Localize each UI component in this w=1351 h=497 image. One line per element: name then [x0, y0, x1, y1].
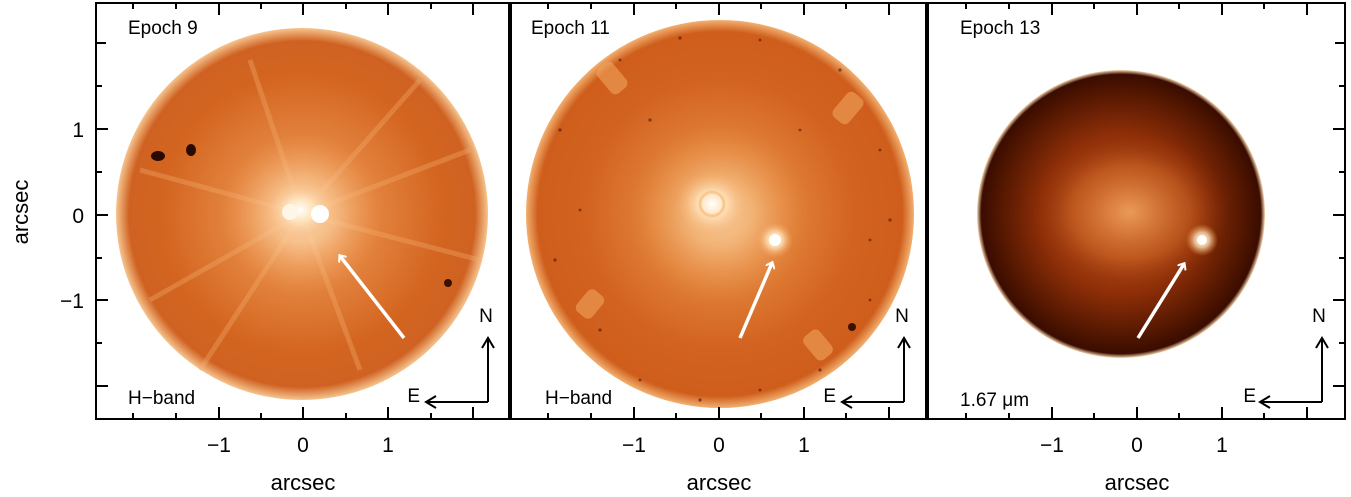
- panel-epoch-13: N E Epoch 13 1.67 μm −1 0 1 arcsec: [927, 2, 1346, 495]
- companion-arrow: [738, 263, 772, 339]
- panel-epoch-11: N E Epoch 11 H−band −1 0 1 arcsec: [510, 2, 927, 495]
- compass: [1258, 336, 1329, 409]
- companion-arrow: [340, 256, 406, 340]
- panel-title: Epoch 9: [128, 18, 198, 39]
- filter-label: 1.67 μm: [960, 390, 1029, 411]
- x-axis-label: arcsec: [1105, 470, 1170, 495]
- x-tick-label: −1: [622, 434, 646, 457]
- compass: [424, 336, 495, 409]
- x-tick-label: −1: [207, 434, 231, 457]
- y-axis-label: arcsec: [8, 180, 33, 245]
- panel-epoch-9: N E Epoch 9 H−band 1 0 −1 −1 0: [60, 2, 510, 495]
- y-tick-label: −1: [60, 290, 84, 313]
- x-tick-label: 0: [713, 434, 725, 457]
- x-tick-label: 0: [1131, 434, 1143, 457]
- compass-north: N: [895, 306, 909, 327]
- filter-label: H−band: [545, 388, 612, 409]
- primary-star: [674, 170, 750, 238]
- panel-title: Epoch 13: [960, 18, 1040, 39]
- panel-title: Epoch 11: [531, 18, 610, 39]
- y-tick-label: 0: [72, 205, 84, 228]
- primary-star: [262, 178, 338, 242]
- filter-label: H−band: [128, 388, 195, 409]
- x-tick-label: 1: [1216, 434, 1228, 457]
- x-axis-label: arcsec: [271, 470, 336, 495]
- compass-north: N: [1312, 306, 1326, 327]
- x-tick-label: 1: [382, 434, 394, 457]
- y-tick-label: 1: [72, 119, 84, 142]
- x-tick-label: 0: [297, 434, 309, 457]
- compass-east: E: [823, 386, 836, 407]
- compass: [840, 336, 911, 409]
- compass-east: E: [407, 386, 420, 407]
- compass-east: E: [1243, 386, 1256, 407]
- compass-north: N: [479, 306, 493, 327]
- x-tick-label: 1: [798, 434, 810, 457]
- x-axis-label: arcsec: [687, 470, 752, 495]
- companion-arrow: [1136, 264, 1184, 339]
- x-tick-label: −1: [1040, 434, 1064, 457]
